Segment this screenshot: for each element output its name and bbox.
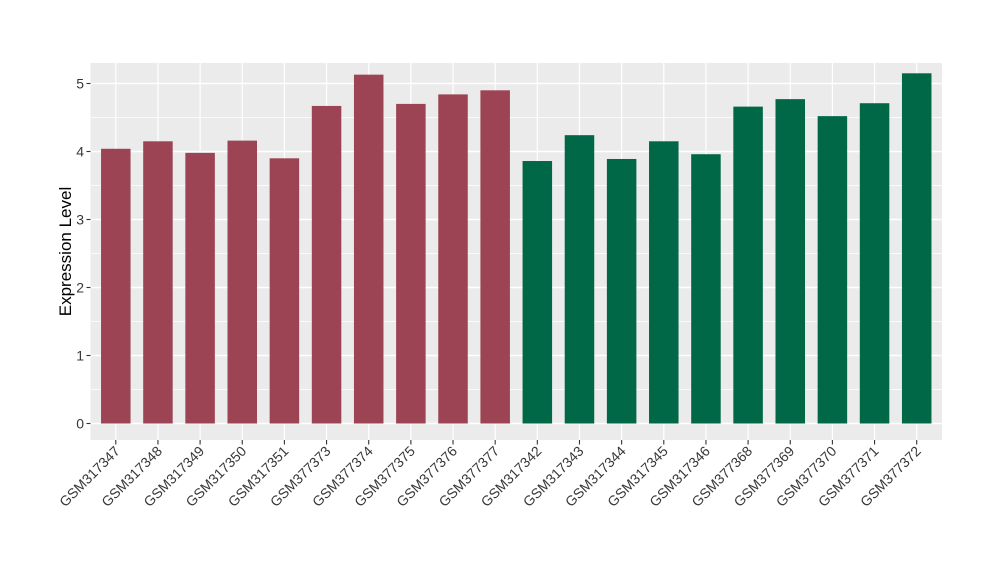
bar-GSM377372 (901, 73, 932, 424)
bar-GSM377370 (817, 116, 848, 424)
bar-GSM317348 (143, 141, 173, 424)
y-tick-label: 1 (76, 348, 84, 364)
bar-GSM377373 (311, 105, 342, 424)
bar-GSM317349 (185, 152, 215, 424)
bar-GSM317345 (649, 141, 679, 424)
bar-GSM317344 (606, 158, 637, 424)
bar-GSM317343 (564, 135, 595, 424)
bar-GSM377371 (859, 103, 890, 424)
y-axis-title: Expression Level (56, 187, 75, 316)
bar-GSM317347 (101, 148, 131, 424)
y-tick-label: 4 (76, 144, 84, 160)
y-tick-label: 3 (76, 212, 84, 228)
bar-GSM317346 (691, 154, 721, 424)
bar-GSM317351 (269, 158, 300, 424)
bar-GSM377369 (775, 99, 806, 424)
y-tick-label: 5 (76, 76, 84, 92)
bar-GSM317342 (522, 161, 553, 424)
bar-GSM377374 (353, 74, 384, 424)
bar-GSM377376 (438, 94, 468, 424)
y-tick-label: 0 (76, 416, 84, 432)
bar-GSM377368 (733, 106, 763, 424)
bar-GSM317350 (227, 140, 258, 424)
plot-panel (90, 63, 942, 440)
bar-GSM377375 (396, 103, 426, 424)
bar-GSM377377 (480, 90, 510, 424)
y-tick-label: 2 (76, 280, 84, 296)
